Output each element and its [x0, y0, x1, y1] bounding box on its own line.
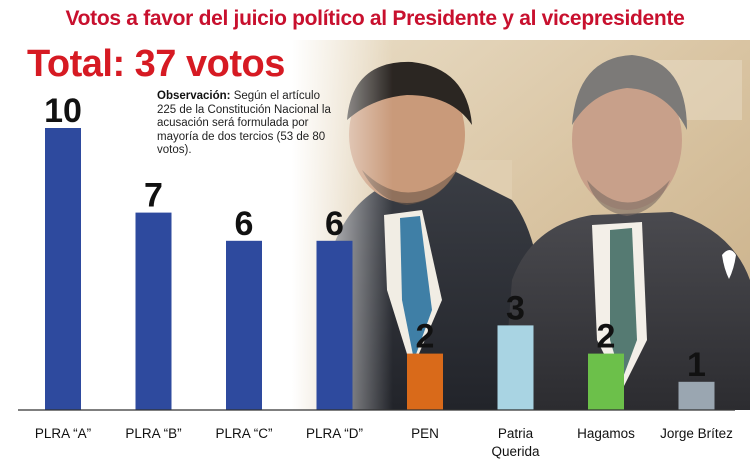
- data-label-2: 6: [235, 205, 254, 243]
- bar-5: [497, 325, 534, 410]
- data-label-0: 10: [44, 92, 82, 130]
- data-label-7: 1: [687, 346, 706, 384]
- politicians-photo: [292, 40, 750, 410]
- category-label-1: PLRA “B”: [125, 426, 181, 441]
- bar-7: [678, 381, 715, 410]
- data-label-3: 6: [325, 205, 344, 243]
- observation-text: Según el artículo 225 de la Constitución…: [157, 90, 331, 157]
- bar-4: [407, 353, 443, 410]
- data-label-5: 3: [506, 289, 525, 327]
- bar-2: [226, 240, 262, 410]
- category-label-7: Jorge Brítez: [660, 426, 733, 441]
- bar-6: [588, 353, 624, 410]
- bar-3: [316, 240, 353, 410]
- category-label-3: PLRA “D”: [306, 426, 363, 441]
- total-votes: Total: 37 votos: [27, 43, 285, 85]
- data-label-4: 2: [416, 318, 435, 356]
- category-label-4: PEN: [411, 426, 439, 441]
- category-label-5: Patria Querida: [491, 426, 540, 459]
- category-label-2: PLRA “C”: [215, 426, 272, 441]
- data-label-1: 7: [144, 177, 163, 215]
- headline: Votos a favor del juicio político al Pre…: [65, 7, 685, 30]
- bar-0: [45, 128, 81, 410]
- observation-label: Observación:: [157, 90, 231, 102]
- bar-1: [135, 212, 172, 410]
- observation-note: Observación: Según el artículo 225 de la…: [157, 90, 332, 158]
- data-label-6: 2: [597, 318, 616, 356]
- category-label-0: PLRA “A”: [35, 426, 91, 441]
- category-label-6: Hagamos: [577, 426, 635, 441]
